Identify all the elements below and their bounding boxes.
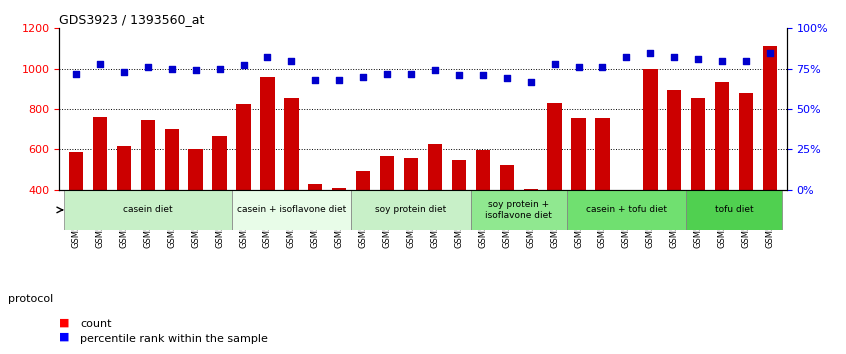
Bar (404, 159, 418, 270)
Bar (69, 153, 83, 270)
Bar (117, 146, 131, 270)
Bar (64, 190, 232, 230)
Bar (332, 188, 346, 270)
Point (548, 61, 562, 67)
Point (332, 77, 346, 83)
Bar (284, 98, 299, 270)
Point (165, 66, 179, 72)
Point (739, 58, 753, 63)
Bar (351, 190, 471, 230)
Bar (691, 98, 706, 270)
Bar (261, 77, 275, 270)
Point (500, 75, 514, 81)
Point (93, 61, 107, 67)
Point (69, 71, 83, 76)
Point (524, 79, 537, 84)
Bar (500, 165, 514, 270)
Point (381, 71, 394, 76)
Point (572, 64, 585, 70)
Text: casein + isoflavone diet: casein + isoflavone diet (237, 205, 346, 215)
Bar (715, 82, 729, 270)
Bar (164, 129, 179, 270)
Text: percentile rank within the sample: percentile rank within the sample (80, 333, 268, 344)
Point (619, 55, 633, 60)
Bar (236, 104, 250, 270)
Point (356, 74, 370, 80)
Bar (763, 46, 777, 270)
Point (261, 55, 274, 60)
Point (716, 58, 729, 63)
Text: count: count (80, 319, 112, 330)
Point (284, 58, 298, 63)
Text: casein + tofu diet: casein + tofu diet (586, 205, 667, 215)
Point (237, 63, 250, 68)
Bar (524, 189, 538, 270)
Bar (140, 120, 155, 270)
Bar (547, 103, 562, 270)
Text: ■: ■ (59, 332, 69, 342)
Bar (428, 144, 442, 270)
Point (309, 77, 322, 83)
Point (691, 56, 705, 62)
Bar (643, 69, 657, 270)
Bar (308, 184, 322, 270)
Point (404, 71, 418, 76)
Bar (93, 117, 107, 270)
Text: soy protein +
isoflavone diet: soy protein + isoflavone diet (486, 200, 552, 219)
Text: ■: ■ (59, 318, 69, 328)
Text: casein diet: casein diet (123, 205, 173, 215)
Bar (571, 118, 585, 270)
Point (189, 68, 202, 73)
Text: GDS3923 / 1393560_at: GDS3923 / 1393560_at (59, 13, 205, 26)
Bar (596, 118, 610, 270)
Bar (686, 190, 782, 230)
Bar (739, 93, 753, 270)
Bar (452, 160, 466, 270)
Point (644, 50, 657, 55)
Bar (232, 190, 351, 230)
Bar (619, 190, 634, 270)
Point (141, 64, 155, 70)
Point (476, 72, 490, 78)
Point (213, 66, 227, 72)
Point (428, 68, 442, 73)
Point (596, 64, 609, 70)
Point (667, 55, 681, 60)
Bar (667, 90, 682, 270)
Text: protocol: protocol (8, 294, 53, 304)
Point (452, 72, 465, 78)
Bar (471, 190, 567, 230)
Text: tofu diet: tofu diet (715, 205, 754, 215)
Bar (356, 171, 371, 270)
Bar (380, 156, 394, 270)
Point (763, 50, 777, 55)
Point (117, 69, 130, 75)
Text: soy protein diet: soy protein diet (376, 205, 447, 215)
Bar (475, 150, 490, 270)
Bar (212, 136, 227, 270)
Bar (189, 149, 203, 270)
Bar (567, 190, 686, 230)
